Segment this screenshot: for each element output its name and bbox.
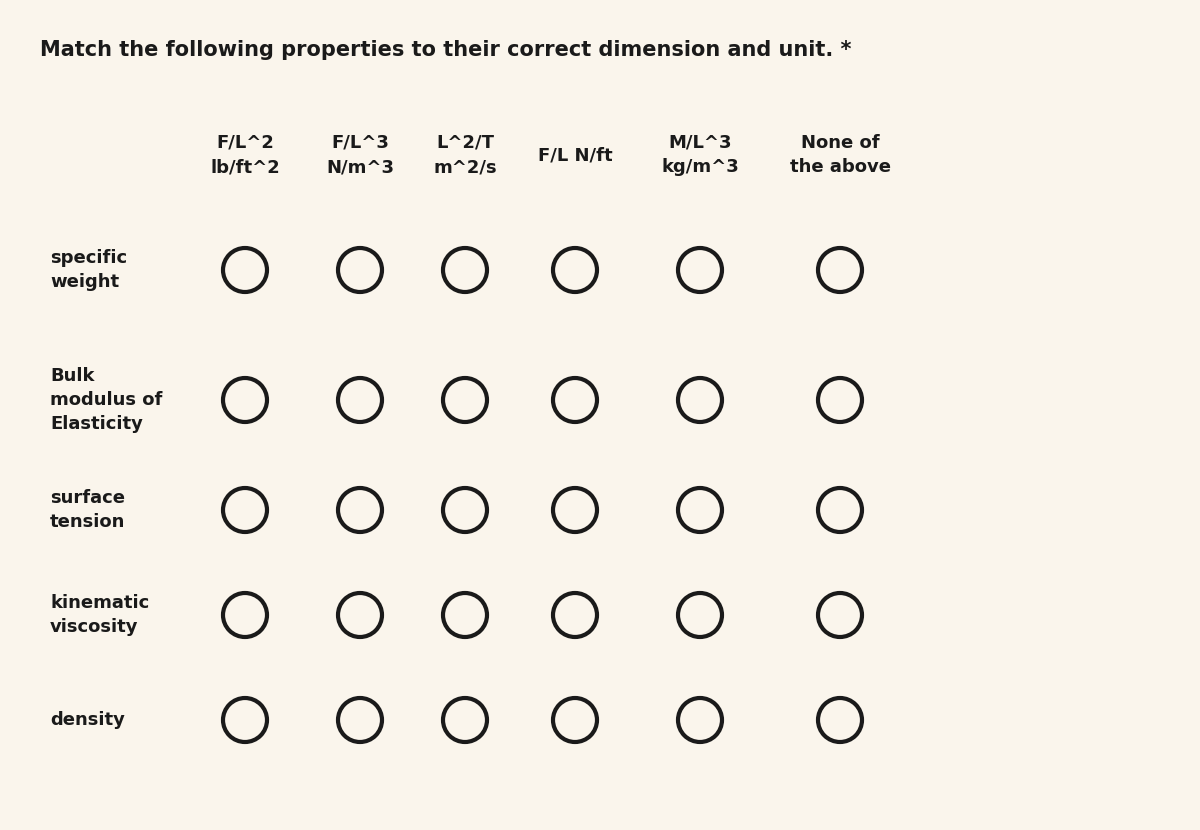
Text: F/L^3
N/m^3: F/L^3 N/m^3: [326, 134, 394, 177]
Text: kinematic
viscosity: kinematic viscosity: [50, 594, 149, 636]
Text: Bulk
modulus of
Elasticity: Bulk modulus of Elasticity: [50, 368, 162, 432]
Text: F/L^2
lb/ft^2: F/L^2 lb/ft^2: [210, 134, 280, 177]
Text: density: density: [50, 711, 125, 729]
Text: Match the following properties to their correct dimension and unit. *: Match the following properties to their …: [40, 40, 852, 60]
Text: F/L N/ft: F/L N/ft: [538, 146, 612, 164]
Text: None of
the above: None of the above: [790, 134, 890, 177]
Text: L^2/T
m^2/s: L^2/T m^2/s: [433, 134, 497, 177]
Text: M/L^3
kg/m^3: M/L^3 kg/m^3: [661, 134, 739, 177]
Text: specific
weight: specific weight: [50, 249, 127, 290]
Text: surface
tension: surface tension: [50, 489, 125, 531]
